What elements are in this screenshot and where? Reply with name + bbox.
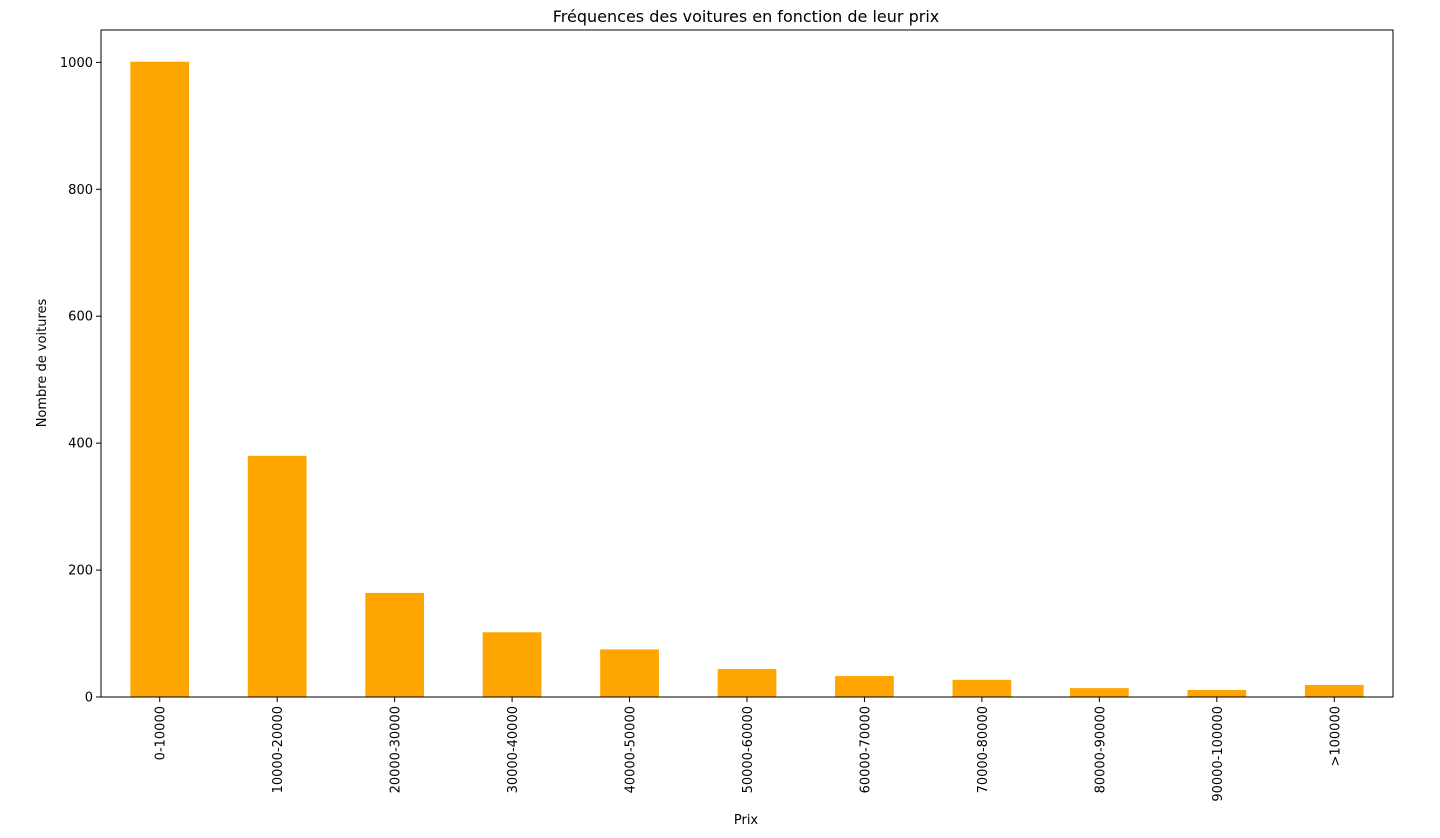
x-tick-label: 70000-80000 xyxy=(976,706,991,793)
x-tick-label: 50000-60000 xyxy=(741,706,756,793)
x-tick-label: >100000 xyxy=(1328,706,1343,767)
x-axis-label: Prix xyxy=(734,813,759,828)
bar-10 xyxy=(1304,684,1364,697)
y-tick-label: 800 xyxy=(68,183,93,198)
bar-2 xyxy=(365,592,424,697)
y-tick-label: 1000 xyxy=(60,56,93,71)
y-axis: 0 200 400 600 800 1000 xyxy=(60,56,101,706)
bar-6 xyxy=(835,676,894,697)
bar-8 xyxy=(1070,688,1129,697)
plot-frame xyxy=(100,29,1394,698)
bars-group xyxy=(130,61,1364,697)
bar-0 xyxy=(130,61,190,697)
x-tick-label: 20000-30000 xyxy=(389,706,404,793)
bar-7 xyxy=(952,679,1012,697)
y-tick-label: 400 xyxy=(68,437,93,452)
x-tick-label: 0-10000 xyxy=(154,706,169,760)
y-tick-label: 0 xyxy=(85,691,93,706)
bar-1 xyxy=(247,455,307,697)
y-tick-label: 200 xyxy=(68,564,93,579)
x-axis: 0-10000 10000-20000 20000-30000 30000-40000… xyxy=(154,697,1343,802)
bar-3 xyxy=(482,632,542,697)
x-tick-label: 90000-100000 xyxy=(1211,706,1226,802)
y-axis-label: Nombre de voitures xyxy=(35,298,50,427)
x-tick-label: 30000-40000 xyxy=(506,706,521,793)
bar-5 xyxy=(717,669,777,697)
bar-9 xyxy=(1187,690,1247,697)
x-tick-label: 80000-90000 xyxy=(1093,706,1108,793)
bar-4 xyxy=(600,649,659,697)
chart-title: Fréquences des voitures en fonction de l… xyxy=(553,7,939,26)
y-tick-label: 600 xyxy=(68,310,93,325)
x-tick-label: 40000-50000 xyxy=(624,706,639,793)
x-tick-label: 60000-70000 xyxy=(858,706,873,793)
x-tick-label: 10000-20000 xyxy=(271,706,286,793)
